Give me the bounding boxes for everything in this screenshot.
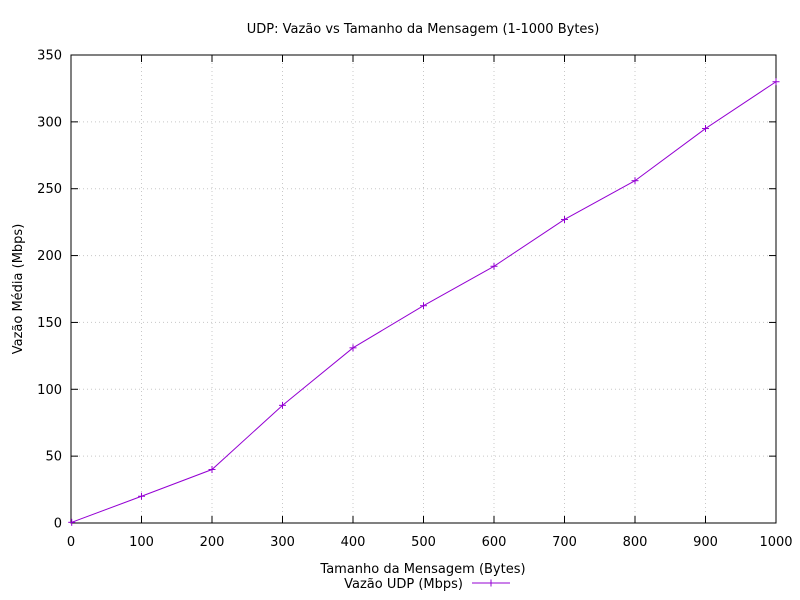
grid-lines — [71, 55, 776, 523]
legend-label: Vazão UDP (Mbps) — [344, 577, 463, 592]
data-point — [420, 302, 427, 310]
axis-ticks: 0 100 200 300 400 500 600 700 800 900 1000 0 50 100 15… — [37, 49, 792, 551]
x-tick-label: 900 — [693, 535, 718, 550]
plot-frame — [70, 54, 777, 524]
x-tick-label: 500 — [411, 535, 436, 550]
x-tick-label: 700 — [552, 535, 577, 550]
x-tick-label: 800 — [623, 535, 648, 550]
data-point — [772, 78, 780, 86]
y-tick-label: 0 — [54, 517, 62, 532]
data-point — [279, 401, 286, 409]
x-tick-label: 100 — [129, 535, 154, 550]
y-tick-label: 50 — [45, 450, 62, 465]
x-axis-title: Tamanho da Mensagem (Bytes) — [319, 562, 525, 577]
data-point — [702, 125, 709, 133]
data-point — [208, 466, 216, 474]
y-tick-label: 150 — [37, 316, 62, 331]
series-layer — [68, 78, 780, 526]
data-point — [349, 344, 357, 352]
x-tick-label: 200 — [200, 535, 225, 550]
x-tick-label: 300 — [270, 535, 295, 550]
x-tick-label: 400 — [341, 535, 366, 550]
data-point — [138, 492, 145, 500]
chart-title: UDP: Vazão vs Tamanho da Mensagem (1-100… — [247, 22, 600, 37]
legend-marker — [487, 579, 495, 587]
data-point — [68, 518, 76, 526]
y-tick-label: 350 — [37, 49, 62, 64]
data-point — [561, 215, 568, 223]
x-tick-label: 600 — [482, 535, 507, 550]
data-point — [631, 177, 639, 185]
legend: Vazão UDP (Mbps) — [344, 577, 510, 592]
x-tick-label: 1000 — [759, 535, 792, 550]
y-tick-label: 100 — [37, 383, 62, 398]
y-tick-label: 200 — [37, 249, 62, 264]
y-tick-label: 250 — [37, 182, 62, 197]
y-tick-label: 300 — [37, 115, 62, 130]
x-tick-label: 0 — [67, 535, 75, 550]
data-point — [490, 262, 498, 270]
y-axis-title: Vazão Média (Mbps) — [11, 224, 26, 355]
